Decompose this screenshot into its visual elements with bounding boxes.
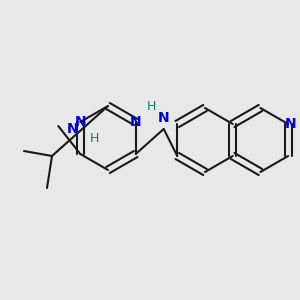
- Text: H: H: [147, 100, 156, 113]
- Text: N: N: [158, 111, 170, 125]
- Text: N: N: [66, 122, 78, 136]
- Text: N: N: [130, 115, 142, 129]
- Text: N: N: [284, 117, 296, 131]
- Text: H: H: [90, 133, 99, 146]
- Text: N: N: [74, 115, 86, 129]
